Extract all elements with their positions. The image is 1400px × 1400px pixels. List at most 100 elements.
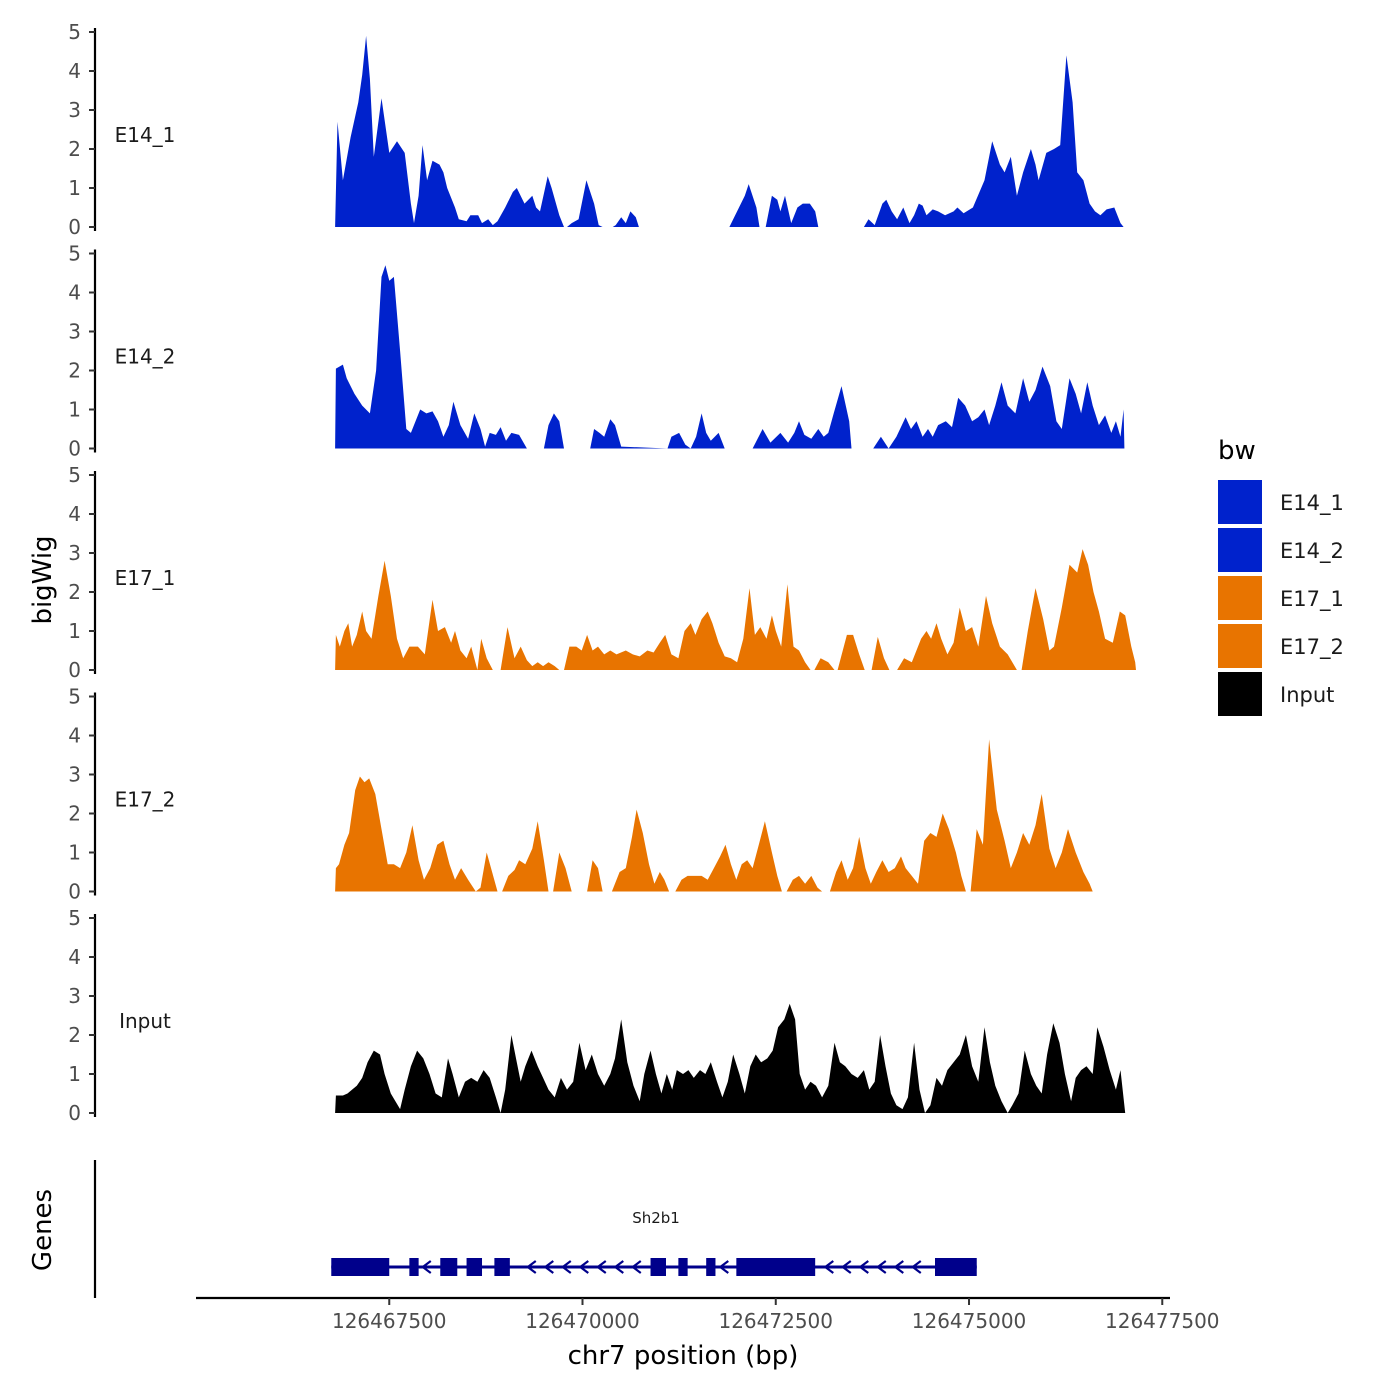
strand-arrow (560, 1260, 572, 1274)
coverage-area-e14_1 (335, 35, 1124, 228)
coverage-area-e17_2 (335, 739, 1093, 892)
legend-label: E14_1 (1280, 491, 1344, 516)
strand-arrow (525, 1260, 537, 1274)
legend-item-e17_1: E17_1 (1218, 576, 1344, 620)
y-axis-title: bigWig (28, 535, 58, 624)
legend-title: bw (1218, 436, 1256, 466)
exon-block (466, 1258, 483, 1276)
legend-item-e14_2: E14_2 (1218, 528, 1344, 572)
x-axis: 126467500 126470000 126472500 126475000 1264… (196, 1296, 1220, 1333)
y-tick-label: 1 (68, 1062, 81, 1086)
legend-item-input: Input (1218, 672, 1334, 716)
legend-label: E17_1 (1280, 587, 1344, 612)
strand-arrow (543, 1260, 554, 1274)
y-tick-label: 4 (68, 59, 81, 83)
y-tick-label: 3 (68, 763, 81, 787)
track-label: E17_2 (115, 788, 176, 812)
exon-block (409, 1258, 419, 1276)
y-tick-label: 4 (68, 945, 81, 969)
x-axis-title: chr7 position (bp) (568, 1341, 799, 1371)
exon-block (440, 1258, 458, 1276)
coverage-area-e17_1 (335, 549, 1137, 670)
y-tick-label: 2 (68, 1023, 81, 1047)
y-tick-label: 0 (68, 880, 81, 904)
legend-swatch (1218, 672, 1262, 716)
legend: bw E14_1 E14_2 E17_1 E17_2 Input (1218, 436, 1344, 716)
x-tick-label: 126467500 (332, 1309, 447, 1333)
y-tick-label: 4 (68, 502, 81, 526)
tracks-layer: 0 1 2 3 4 5 E14_1 0 1 2 3 4 5 E14_2 0 1 2 3 4 5 E17_1 0 1 2 3 4 5 E… (68, 20, 1137, 1125)
y-tick-label: 0 (68, 658, 81, 682)
legend-label: Input (1280, 683, 1334, 707)
legend-swatch (1218, 480, 1262, 524)
y-tick-label: 1 (68, 398, 81, 422)
exon-block (935, 1258, 977, 1276)
strand-arrow (718, 1260, 729, 1274)
gene-name-label: Sh2b1 (632, 1209, 680, 1227)
y-tick-label: 0 (68, 437, 81, 461)
exon-block (331, 1258, 390, 1276)
y-tick-label: 3 (68, 320, 81, 344)
y-tick-label: 4 (68, 724, 81, 748)
strand-arrow (840, 1260, 852, 1274)
y-tick-label: 1 (68, 619, 81, 643)
exon-block (650, 1258, 666, 1276)
strand-arrow (420, 1260, 432, 1274)
track-panel-e17_2: 0 1 2 3 4 5 E17_2 (68, 685, 1093, 904)
y-tick-label: 5 (68, 685, 81, 709)
coverage-area-e14_2 (335, 265, 1125, 449)
y-tick-label: 5 (68, 463, 81, 487)
track-panel-e14_2: 0 1 2 3 4 5 E14_2 (68, 242, 1125, 461)
legend-label: E14_2 (1280, 539, 1344, 564)
strand-arrow (875, 1260, 887, 1274)
x-tick-label: 126470000 (525, 1309, 640, 1333)
x-tick-label: 126477500 (1105, 1309, 1220, 1333)
exon-block (706, 1258, 716, 1276)
exon-block (494, 1258, 510, 1276)
y-tick-label: 2 (68, 359, 81, 383)
legend-item-e17_2: E17_2 (1218, 624, 1344, 668)
track-label: E14_1 (115, 123, 176, 147)
gene-track: Sh2b1 (93, 1160, 977, 1298)
track-label: E14_2 (115, 345, 176, 369)
y-tick-label: 0 (68, 215, 81, 239)
y-tick-label: 5 (68, 906, 81, 930)
track-panel-e14_1: 0 1 2 3 4 5 E14_1 (68, 20, 1124, 239)
exon-block (678, 1258, 688, 1276)
strand-arrow (823, 1260, 834, 1274)
strand-arrow (858, 1260, 869, 1274)
track-label: Input (119, 1009, 171, 1033)
legend-label: E17_2 (1280, 635, 1344, 660)
legend-item-e14_1: E14_1 (1218, 480, 1344, 524)
y-tick-label: 3 (68, 984, 81, 1008)
y-tick-label: 5 (68, 242, 81, 266)
x-tick-label: 126475000 (912, 1309, 1027, 1333)
y-tick-label: 3 (68, 98, 81, 122)
y-tick-label: 1 (68, 176, 81, 200)
strand-arrow (578, 1260, 589, 1274)
coverage-area-input (335, 1003, 1126, 1113)
strand-arrow (910, 1260, 922, 1274)
y-tick-label: 4 (68, 281, 81, 305)
genes-axis-title: Genes (28, 1189, 58, 1271)
y-tick-label: 2 (68, 580, 81, 604)
y-tick-label: 2 (68, 137, 81, 161)
y-tick-label: 1 (68, 841, 81, 865)
exon-block (736, 1258, 816, 1276)
gene-model: Sh2b1 (331, 1209, 977, 1276)
strand-arrow (595, 1260, 607, 1274)
y-tick-label: 5 (68, 20, 81, 44)
strand-arrow (630, 1260, 642, 1274)
track-panel-e17_1: 0 1 2 3 4 5 E17_1 (68, 463, 1137, 682)
y-tick-label: 0 (68, 1101, 81, 1125)
track-panel-input: 0 1 2 3 4 5 Input (68, 906, 1126, 1125)
y-tick-label: 2 (68, 802, 81, 826)
legend-swatch (1218, 624, 1262, 668)
strand-arrow (613, 1260, 624, 1274)
strand-arrow (893, 1260, 904, 1274)
y-tick-label: 3 (68, 541, 81, 565)
legend-swatch (1218, 528, 1262, 572)
track-label: E17_1 (115, 566, 176, 590)
legend-swatch (1218, 576, 1262, 620)
